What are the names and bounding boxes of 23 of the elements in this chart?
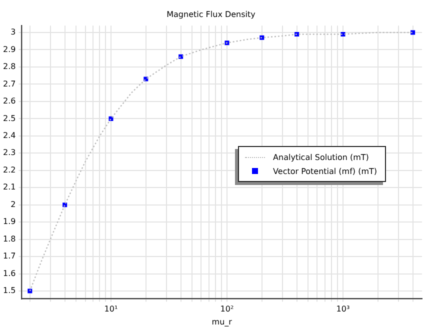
y-tick-label: 1.8 xyxy=(2,234,16,244)
legend-label: Analytical Solution (mT) xyxy=(273,152,369,162)
x-tick-label: 10² xyxy=(220,304,234,314)
y-tick-label: 2.5 xyxy=(2,114,16,123)
y-tick-label: 1.5 xyxy=(2,286,16,296)
y-tick-label: 2.8 xyxy=(2,62,16,72)
x-axis-title: mu_r xyxy=(212,317,233,326)
y-tick-label: 2.6 xyxy=(2,96,16,106)
y-tick-label: 2 xyxy=(10,200,16,209)
y-tick-label: 1.7 xyxy=(2,252,16,261)
y-tick-label: 2.4 xyxy=(2,130,16,140)
y-tick-label: 2.7 xyxy=(2,79,16,88)
legend-label: Vector Potential (mf) (mT) xyxy=(273,166,377,176)
y-tick-label: 1.6 xyxy=(2,268,16,278)
x-tick-label: 10³ xyxy=(336,304,350,314)
x-tick-label: 10¹ xyxy=(104,304,118,314)
y-tick-label: 2.3 xyxy=(2,148,16,158)
chart-title: Magnetic Flux Density xyxy=(166,10,256,19)
y-tick-label: 2.2 xyxy=(2,165,16,174)
y-tick-label: 1.9 xyxy=(2,217,16,226)
y-tick-label: 3 xyxy=(10,28,16,37)
y-tick-label: 2.1 xyxy=(2,182,16,192)
y-tick-label: 2.9 xyxy=(2,44,16,54)
